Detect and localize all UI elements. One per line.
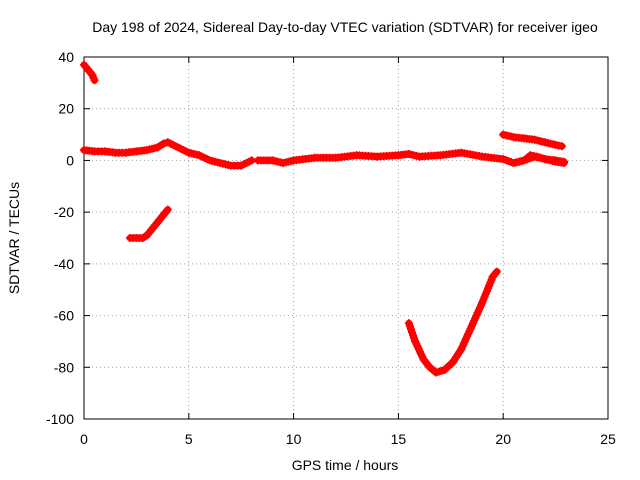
data-point: [138, 234, 147, 242]
plot-frame: [83, 56, 609, 420]
data-point: [457, 148, 466, 157]
data-point: [530, 135, 539, 144]
data-point: [80, 146, 88, 155]
data-point: [557, 142, 566, 151]
data-point: [440, 365, 449, 374]
data-point: [436, 151, 445, 160]
y-tick-label: 20: [58, 101, 74, 117]
data-point: [551, 157, 560, 166]
data-point: [90, 147, 99, 156]
data-point: [532, 152, 541, 161]
data-point: [415, 152, 424, 161]
x-tick-label: 20: [495, 431, 511, 447]
data-point: [373, 152, 382, 161]
series-arc-d: [126, 205, 172, 242]
series-arc-g: [509, 151, 568, 167]
chart-title: Day 198 of 2024, Sidereal Day-to-day VTE…: [92, 19, 598, 35]
data-point: [488, 272, 497, 281]
data-point: [541, 138, 550, 147]
data-point: [425, 363, 434, 372]
data-point: [448, 358, 457, 367]
x-tick-label: 25: [600, 431, 616, 447]
data-point: [159, 139, 168, 148]
y-tick-label: -60: [54, 308, 74, 324]
data-point: [478, 152, 487, 161]
data-point: [310, 153, 319, 162]
data-point: [478, 298, 487, 307]
data-point: [254, 156, 262, 165]
data-point: [289, 156, 298, 165]
data-point: [153, 218, 162, 227]
data-point: [520, 134, 529, 143]
data-point: [394, 151, 403, 160]
data-point: [90, 76, 99, 85]
data-series: [80, 60, 568, 377]
data-point: [147, 226, 156, 235]
axis-ticks: 0 5 10 15 20 25 -100 -80 -60 -40 -20 0 20 40: [46, 49, 616, 447]
y-tick-label: 40: [58, 49, 74, 65]
data-point: [268, 156, 277, 165]
data-point: [195, 151, 204, 160]
y-axis-title: SDTVAR / TECUs: [6, 182, 22, 294]
data-point: [520, 156, 529, 165]
data-point: [432, 368, 441, 377]
data-point: [404, 150, 413, 158]
data-point: [111, 148, 120, 157]
series-arc-a: [80, 60, 99, 85]
data-point: [142, 231, 151, 240]
data-point: [184, 148, 193, 157]
y-tick-label: -100: [46, 411, 74, 427]
data-point: [174, 143, 183, 152]
data-point: [411, 337, 420, 346]
data-point: [237, 161, 246, 170]
data-point: [492, 267, 501, 276]
data-point: [509, 159, 518, 167]
data-point: [551, 140, 560, 149]
data-point: [163, 138, 172, 147]
data-point: [216, 159, 225, 167]
data-point: [163, 205, 172, 214]
y-tick-label: -80: [54, 359, 74, 375]
data-point: [419, 355, 428, 364]
data-point: [541, 155, 550, 164]
data-point: [101, 147, 109, 156]
y-tick-label: 0: [66, 152, 74, 168]
data-point: [121, 148, 130, 157]
data-point: [226, 161, 235, 170]
y-tick-label: -40: [54, 256, 74, 272]
data-point: [159, 210, 168, 219]
data-point: [499, 130, 508, 139]
data-point: [279, 159, 288, 167]
data-point: [142, 146, 151, 155]
series-arc-e: [404, 267, 501, 377]
x-tick-label: 5: [185, 431, 193, 447]
x-tick-label: 10: [286, 431, 302, 447]
data-point: [467, 321, 476, 330]
x-axis-title: GPS time / hours: [292, 457, 399, 473]
data-point: [88, 71, 97, 80]
series-arc-f: [499, 130, 566, 151]
data-point: [526, 151, 535, 160]
data-point: [457, 345, 466, 354]
data-point: [352, 151, 361, 160]
data-point: [499, 155, 508, 164]
series-arc-b: [80, 138, 256, 170]
y-tick-label: -20: [54, 204, 74, 220]
data-point: [331, 153, 340, 162]
data-point: [205, 156, 214, 165]
x-tick-label: 0: [80, 431, 88, 447]
grid: [84, 57, 608, 419]
x-tick-label: 15: [391, 431, 407, 447]
data-point: [153, 143, 162, 152]
data-point: [404, 319, 413, 328]
data-point: [560, 159, 568, 167]
data-point: [132, 147, 141, 156]
data-point: [509, 133, 518, 142]
